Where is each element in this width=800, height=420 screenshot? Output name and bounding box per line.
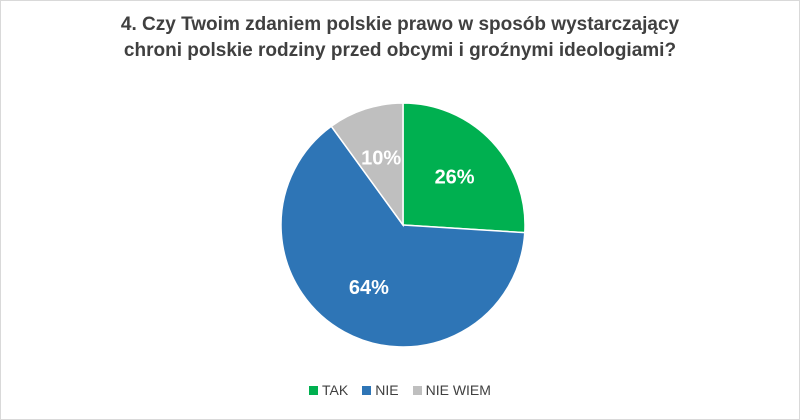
legend-swatch-tak [309,385,319,395]
chart-title-line-1: 4. Czy Twoim zdaniem polskie prawo w spo… [120,14,680,35]
legend-label-nie-wiem: NIE WIEM [425,382,491,398]
chart-title: 4. Czy Twoim zdaniem polskie prawo w spo… [0,12,800,64]
legend-item-nie: NIE [362,382,399,398]
chart-title-line-2: chroni polskie rodziny przed obcymi i gr… [123,40,677,61]
data-label-nie: 64% [349,277,389,299]
data-label-tak: 26% [435,167,475,189]
legend-swatch-nie [362,385,372,395]
pie-slice-nie-wiem [330,102,404,228]
legend-label-tak: TAK [322,382,349,398]
legend-item-nie-wiem: NIE WIEM [412,382,491,398]
legend: TAK NIE NIE WIEM [0,382,800,398]
legend-swatch-nie-wiem [412,385,422,395]
pie-slice-tak [402,102,526,234]
legend-item-tak: TAK [309,382,348,398]
pie-slice-nie [280,125,526,348]
legend-label-nie: NIE [375,382,399,398]
data-label-nie-wiem: 10% [361,148,401,170]
